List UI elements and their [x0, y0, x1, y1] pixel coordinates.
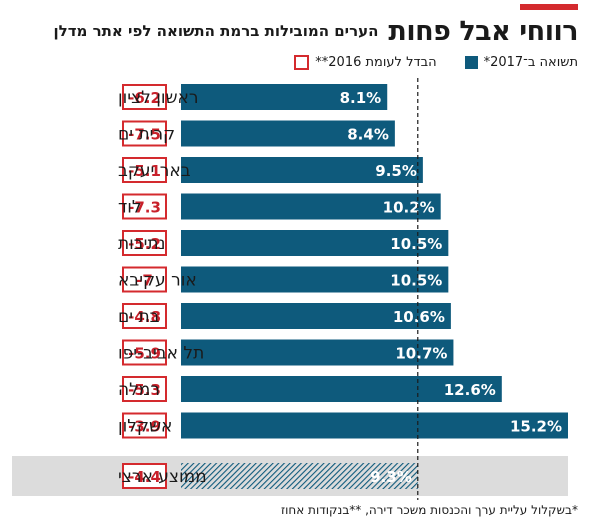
legend-item-yield: תשואה ב־2017* — [464, 55, 578, 70]
diff-box — [122, 84, 167, 110]
category-label: באר יעקב — [118, 161, 191, 181]
bar-value-label: 8.4% — [347, 126, 389, 144]
diff-label: -5.2 — [128, 235, 161, 253]
bar-value-label: 9.5% — [375, 162, 417, 180]
bar-value-label: 15.2% — [510, 418, 562, 436]
average-category-label: ממוצע ארצי — [118, 467, 207, 487]
bar — [181, 120, 395, 147]
title-row: רווחי אבל פחות הערים המובילות ברמת התשוא… — [53, 14, 579, 48]
legend-swatch-yield — [464, 56, 478, 69]
category-label: לוד — [118, 198, 142, 218]
bar — [181, 84, 388, 110]
average-diff-box — [122, 463, 167, 489]
legend-label-diff: הבדל לעומת 2016** — [315, 55, 437, 70]
diff-box — [122, 339, 167, 366]
bar — [181, 303, 451, 329]
chart-title: רווחי אבל פחות — [388, 15, 578, 47]
diff-box — [122, 412, 167, 439]
diff-label: -7.3 — [128, 199, 161, 217]
chart-subtitle: הערים המובילות ברמת התשואה לפי אתר מדלן — [53, 22, 379, 40]
bar — [181, 339, 454, 366]
legend-swatch-diff — [294, 55, 310, 70]
legend-item-diff: הבדל לעומת 2016** — [294, 55, 437, 70]
category-label: נתיבות — [118, 234, 165, 254]
bar-value-label: 10.6% — [393, 308, 445, 326]
legend-label-yield: תשואה ב־2017* — [483, 55, 578, 70]
accent-bar — [520, 4, 578, 10]
category-label: קרית ים — [118, 125, 175, 145]
category-label: תל אביב-יפו — [118, 344, 204, 364]
bar-value-label: 10.5% — [390, 272, 442, 290]
average-diff-label: -4.4 — [128, 468, 161, 486]
diff-label: -7.5 — [128, 126, 161, 144]
category-label: בת ים — [118, 307, 160, 327]
footnote: *בשקלול עליית ערך והכנסות משכר דירה, **ב… — [280, 503, 578, 517]
average-value-label: 9.3% — [370, 468, 412, 486]
bar — [181, 157, 423, 183]
bar — [181, 412, 568, 439]
average-bar — [181, 463, 418, 489]
bar — [181, 193, 441, 220]
category-label: ראשון לציון — [118, 88, 198, 108]
bar-value-label: 8.1% — [340, 89, 382, 107]
category-label: רמלה — [118, 380, 160, 400]
bar — [181, 266, 449, 293]
diff-box — [122, 193, 167, 220]
bar — [181, 376, 502, 402]
diff-label: -7 — [136, 272, 153, 290]
bar-value-label: 10.7% — [395, 345, 447, 363]
category-label: אשקלון — [118, 417, 172, 437]
diff-box — [122, 120, 167, 147]
diff-label: -3.9 — [128, 418, 161, 436]
diff-box — [122, 157, 167, 183]
diff-box — [122, 303, 167, 329]
diff-box — [122, 376, 167, 402]
category-label: אור עקיבא — [118, 271, 197, 291]
diff-label: -4.8 — [128, 308, 161, 326]
bar — [181, 230, 449, 256]
diff-box — [122, 230, 167, 256]
bar-value-label: 12.6% — [444, 381, 496, 399]
bar-value-label: 10.5% — [390, 235, 442, 253]
diff-label: -6.2 — [128, 89, 161, 107]
diff-label: -5.3 — [128, 381, 161, 399]
bar-value-label: 10.2% — [383, 199, 435, 217]
diff-box — [122, 266, 167, 293]
diff-label: -5.9 — [128, 345, 161, 363]
legend: תשואה ב־2017* הבדל לעומת 2016** — [294, 55, 578, 70]
diff-label: -5.1 — [128, 162, 161, 180]
